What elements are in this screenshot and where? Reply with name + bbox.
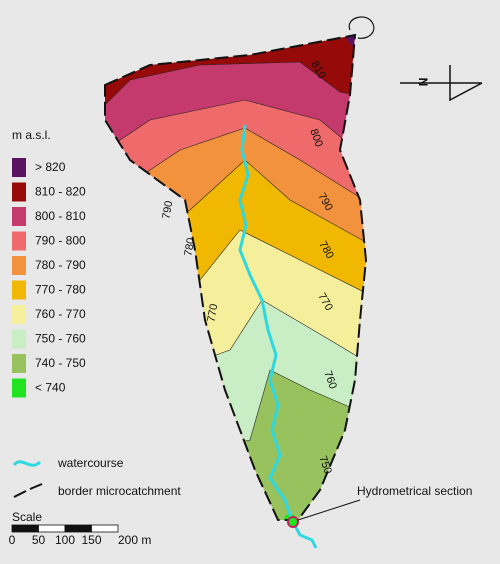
legend-line-label: border microcatchment	[58, 484, 181, 498]
scale-segment	[91, 524, 119, 533]
legend: > 820 810 - 820 800 - 810 790 - 800 780 - 79…	[12, 158, 86, 398]
scale-label: 150	[81, 533, 101, 547]
contour-label: 790	[160, 200, 175, 220]
legend-line-label: watercourse	[57, 456, 124, 470]
scale-label: 0	[9, 533, 16, 547]
scale-label: 100	[55, 533, 75, 547]
legend-label: 810 - 820	[35, 185, 86, 199]
contour-label: 770	[205, 303, 220, 323]
contour-label: 800	[307, 127, 325, 148]
legend-label: 760 - 770	[35, 307, 86, 321]
legend-title: m a.s.l.	[12, 128, 51, 142]
legend-label: > 820	[35, 160, 66, 174]
legend-label: 770 - 780	[35, 283, 86, 297]
legend-swatch	[12, 256, 26, 275]
catchment-border	[104, 33, 368, 521]
legend-swatch	[12, 158, 26, 177]
legend-swatch	[12, 305, 26, 324]
border-swatch	[13, 483, 43, 498]
contour-label: 760	[321, 369, 339, 390]
legend-label: 740 - 750	[35, 356, 86, 370]
scale-segment	[11, 524, 39, 533]
contour-label: 780	[182, 237, 197, 257]
scale-label: 200 m	[118, 533, 151, 547]
north-label: N	[416, 78, 430, 87]
legend-label: < 740	[35, 381, 66, 395]
elevation-band	[105, 299, 366, 520]
legend-label: 780 - 790	[35, 258, 86, 272]
outer-contour	[348, 16, 375, 39]
watercourse-swatch	[12, 460, 42, 467]
north-arrow: N	[400, 65, 483, 102]
scale-bar: 0 50 100 150 200 m	[9, 524, 151, 547]
legend-swatch	[12, 280, 26, 300]
outlet	[287, 516, 299, 528]
contour-label: 750	[316, 454, 334, 475]
legend-swatch	[12, 231, 26, 251]
scale-label: 50	[32, 533, 46, 547]
legend-swatch	[12, 354, 26, 373]
legend-swatch	[12, 182, 26, 202]
scale-segment	[38, 524, 66, 533]
scale-title: Scale	[12, 510, 42, 524]
legend-label: 790 - 800	[35, 234, 86, 248]
arrow-head	[449, 65, 483, 102]
legend-swatch	[12, 207, 26, 226]
scale-segment	[64, 524, 92, 533]
annotation: Hydrometrical section	[357, 484, 472, 498]
legend-swatch	[12, 378, 26, 398]
elevation-bands	[105, 35, 366, 520]
legend-swatch	[12, 329, 26, 349]
legend-label: 800 - 810	[35, 209, 86, 223]
legend-label: 750 - 760	[35, 332, 86, 346]
leader-line	[297, 499, 361, 521]
